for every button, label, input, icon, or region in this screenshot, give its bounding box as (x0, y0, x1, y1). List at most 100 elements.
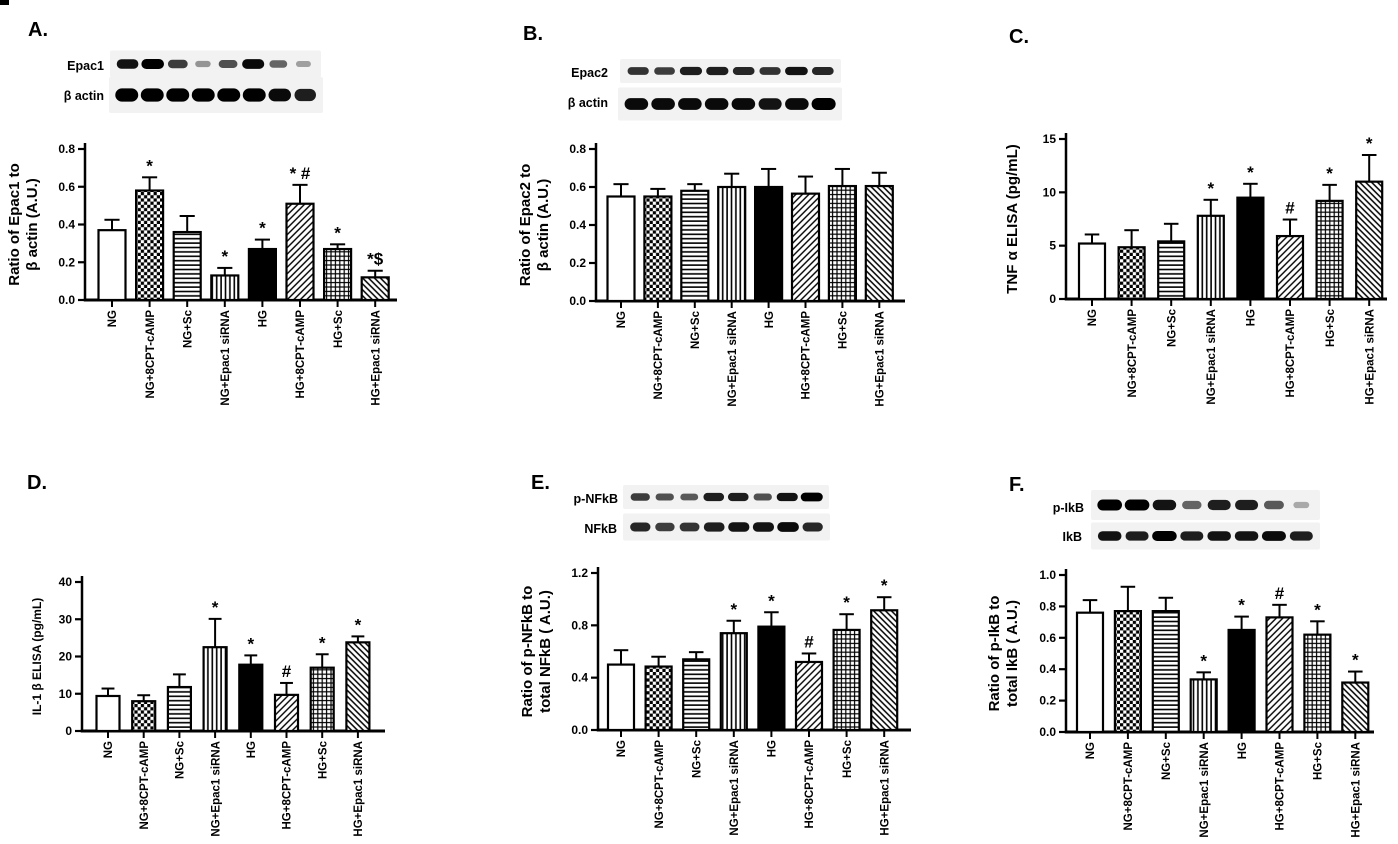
bar (360, 276, 390, 302)
blot-band (785, 98, 809, 110)
category-label: HG+Epac1 siRNA (1364, 309, 1376, 405)
category-label: NG (616, 740, 628, 757)
category-label: HG+8CPT-cAMP (295, 310, 307, 399)
blot-band (776, 492, 798, 502)
category-label: NG (1085, 742, 1097, 759)
blot-film (620, 59, 841, 83)
bar (680, 189, 710, 303)
blot-band (752, 522, 775, 532)
category-label: NG+Epac1 siRNA (727, 311, 739, 407)
y-tick-label: 0.0 (571, 723, 588, 737)
blot-band (295, 61, 311, 67)
category-label: NG+8CPT-cAMP (145, 310, 157, 399)
blot-row-label: β actin (568, 96, 608, 110)
blot-band (759, 67, 781, 75)
bar (753, 185, 784, 303)
blot-band (758, 98, 782, 110)
significance-marker: * # (290, 164, 311, 183)
blot-band (800, 492, 823, 502)
blot-band (679, 522, 700, 532)
blot-band (732, 67, 755, 75)
significance-marker: * (730, 600, 737, 619)
blot-band (1261, 531, 1286, 541)
bar (682, 658, 711, 732)
blot-band (242, 88, 266, 102)
y-tick-label: 0.8 (571, 618, 588, 632)
blot-band (115, 88, 139, 102)
category-label: NG+Sc (1161, 741, 1173, 780)
significance-marker: # (282, 662, 292, 681)
blot-band (116, 59, 139, 69)
panel-label: A. (28, 19, 48, 41)
blot-band (627, 67, 649, 75)
panel-c: C. TNF α ELISA (pg/mL) 0 5 10 15 NG NG+8CPT-cAM… (1004, 26, 1387, 405)
y-tick-label: 0.4 (571, 671, 588, 685)
blot-film (1091, 490, 1320, 520)
blot-band (191, 88, 215, 102)
blot-film (623, 513, 830, 541)
blot-film (1091, 522, 1320, 550)
y-tick-label: 15 (1043, 132, 1057, 146)
bar (719, 632, 748, 732)
category-label: NG+8CPT-cAMP (1127, 309, 1139, 398)
blot-film (618, 87, 842, 121)
category-label: NG+Epac1 siRNA (1206, 309, 1218, 405)
blot-band (294, 88, 316, 102)
significance-marker: * (1207, 179, 1214, 198)
blot-row-label: β actin (64, 89, 104, 103)
category-label: HG+Sc (317, 740, 329, 779)
category-label: HG+Epac1 siRNA (353, 741, 365, 837)
blot-band (167, 59, 188, 69)
panel-label: F. (1009, 474, 1025, 496)
panel-a: A. Epac1 β actin Ratio of Epac1 to β actin (… (6, 19, 397, 406)
y-axis-title: total IkB ( A.U.) (1004, 600, 1021, 707)
blot-band (624, 98, 649, 110)
y-tick-label: 0.2 (1039, 694, 1056, 708)
category-label: HG (764, 311, 776, 328)
category-label: HG+Epac1 siRNA (875, 311, 887, 407)
bar (202, 646, 228, 733)
blot-band (1289, 531, 1313, 541)
blot-band (777, 522, 799, 532)
bar (1303, 633, 1332, 734)
significance-marker: * (355, 615, 362, 634)
category-label: HG+8CPT-cAMP (282, 741, 294, 830)
bar (870, 609, 899, 732)
blot-band (1234, 531, 1259, 541)
blot-band (704, 98, 729, 110)
y-tick-label: 0 (65, 724, 72, 738)
blot-band (654, 67, 675, 75)
category-label: HG+Sc (842, 739, 854, 778)
blot-band (727, 492, 749, 502)
bar (1196, 214, 1225, 301)
bar (131, 700, 157, 733)
blot-band (269, 60, 288, 68)
bar (1157, 240, 1186, 301)
significance-marker: * (768, 591, 775, 610)
panel-label: C. (1009, 26, 1029, 48)
significance-marker: # (1275, 584, 1285, 603)
bar (1315, 199, 1344, 301)
bar (1113, 610, 1143, 734)
category-label: HG (246, 741, 258, 758)
y-tick-label: 0.2 (58, 255, 75, 269)
blot-band (218, 60, 238, 68)
significance-marker: * (259, 219, 266, 238)
category-label: NG (107, 310, 119, 327)
bar (172, 230, 202, 302)
blot-band (703, 522, 725, 532)
significance-marker: *$ (367, 250, 384, 269)
blot-row-label: Epac1 (67, 59, 104, 73)
bar (832, 628, 861, 732)
bar (1189, 678, 1218, 734)
blot-band (706, 66, 729, 76)
category-label: NG+Epac1 siRNA (210, 741, 222, 837)
bar (1355, 180, 1384, 301)
blot-band (811, 67, 834, 75)
significance-marker: * (319, 633, 326, 652)
bar (757, 625, 786, 732)
y-tick-label: 0.6 (1039, 631, 1056, 645)
y-axis-title: β actin (A.U.) (535, 179, 552, 272)
bar (717, 185, 747, 303)
